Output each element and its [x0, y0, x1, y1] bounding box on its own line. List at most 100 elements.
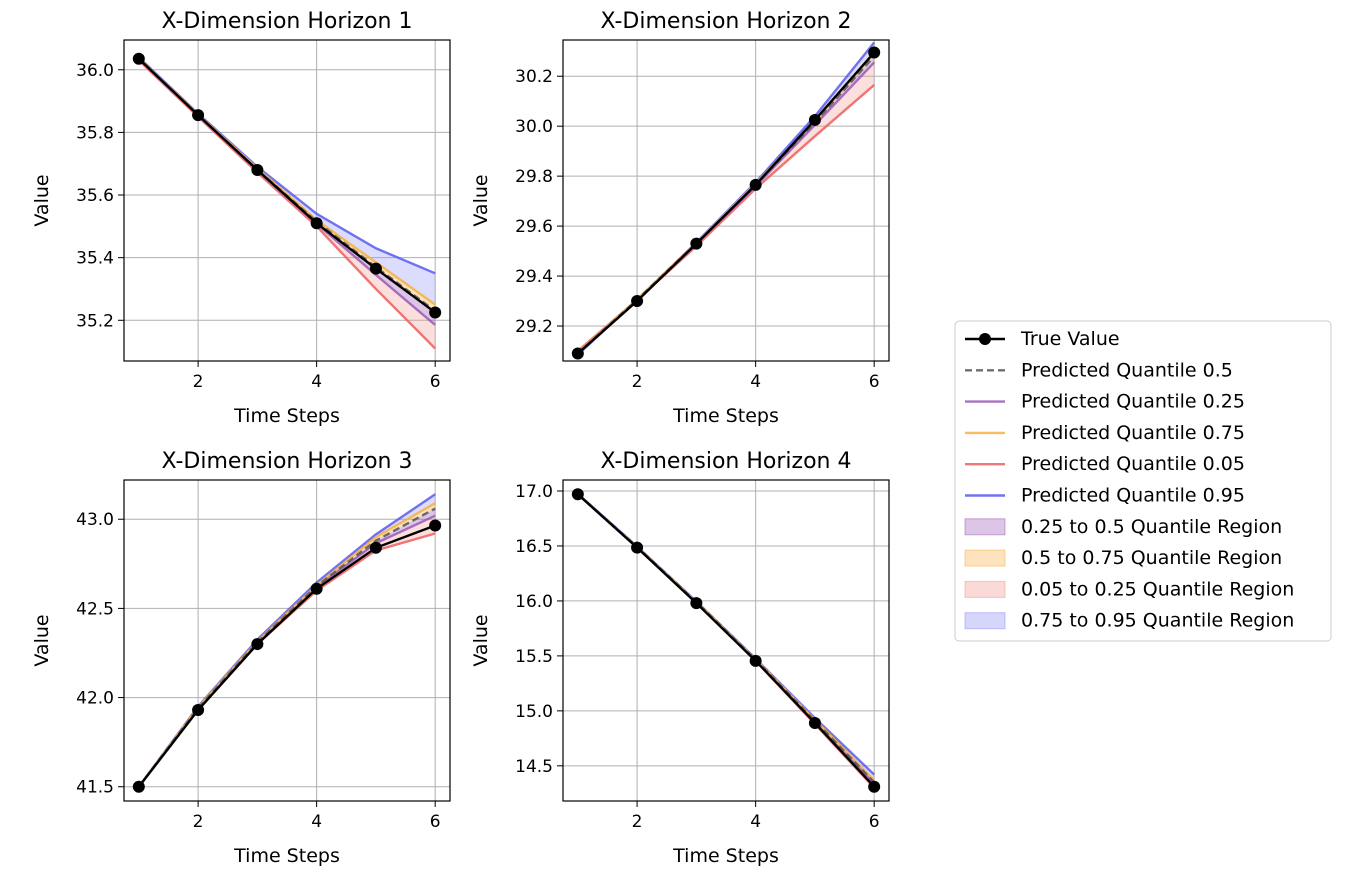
y-tick-label: 15.5 [515, 647, 553, 667]
plot-area [577, 492, 876, 789]
legend-item: Predicted Quantile 0.95 [965, 485, 1245, 507]
x-tick-label: 4 [311, 812, 322, 832]
y-tick-label: 30.2 [515, 67, 553, 87]
y-tick-label: 29.2 [515, 317, 553, 337]
legend-label: Predicted Quantile 0.5 [1021, 359, 1233, 381]
legend-item: 0.75 to 0.95 Quantile Region [964, 610, 1294, 632]
true-value-point [251, 163, 264, 176]
x-tick-label: 6 [430, 372, 441, 392]
true-value-point [571, 347, 584, 360]
true-value-point [132, 52, 145, 65]
x-axis-label: Time Steps [233, 845, 340, 867]
chart-panel-1: 2 4 6 35.2 35.4 35.6 35.8 36.0 X-Dimension Horiz… [31, 9, 451, 427]
y-axis-label: Value [31, 614, 53, 666]
chart-panel-3: 2 4 6 41.5 42.0 42.5 43.0 X-Dimension Horizon 3… [31, 449, 451, 867]
true-value-point [369, 262, 382, 275]
plot-area [137, 56, 437, 350]
x-tick-label: 6 [430, 812, 441, 832]
x-tick-label: 4 [750, 812, 761, 832]
quantile-line [577, 493, 876, 789]
true-value-line [137, 524, 436, 788]
quantile-line [137, 56, 436, 275]
y-tick-label: 29.8 [515, 167, 553, 187]
y-tick-label: 29.6 [515, 217, 553, 237]
x-tick-label: 2 [193, 812, 204, 832]
axes-frame [562, 39, 890, 362]
true-value-line [137, 57, 436, 314]
x-tick-label: 2 [632, 812, 643, 832]
true-value-point [749, 178, 762, 191]
y-tick-label: 42.0 [76, 689, 114, 709]
legend-item: Predicted Quantile 0.75 [965, 422, 1245, 444]
chart-title: X-Dimension Horizon 4 [601, 449, 852, 474]
chart-title: X-Dimension Horizon 2 [601, 9, 852, 34]
y-tick-label: 14.5 [515, 757, 553, 777]
true-value-point [429, 519, 442, 532]
legend-item: Predicted Quantile 0.5 [965, 359, 1233, 381]
legend-item: 0.25 to 0.5 Quantile Region [964, 516, 1282, 538]
legend-item: Predicted Quantile 0.25 [965, 391, 1245, 413]
quantile-region [138, 515, 436, 787]
quantile-line [577, 84, 875, 352]
quantile-region [138, 57, 436, 305]
legend-label: 0.5 to 0.75 Quantile Region [1021, 547, 1282, 569]
true-value-point [690, 597, 703, 610]
legend-label: Predicted Quantile 0.75 [1021, 422, 1245, 444]
axes-frame [562, 479, 890, 802]
true-value-point [749, 654, 762, 667]
legend-swatch [964, 580, 1006, 598]
y-tick-label: 35.8 [76, 123, 114, 143]
y-tick-label: 35.2 [76, 311, 114, 331]
x-axis-label: Time Steps [672, 845, 779, 867]
legend-label: True Value [1020, 328, 1120, 350]
true-value-point [429, 306, 442, 319]
chart-panel-2: 2 4 6 29.2 29.4 29.6 29.8 30.0 30.2 X-Dimension H… [470, 9, 890, 427]
true-value-point [251, 638, 264, 651]
true-value-point [631, 541, 644, 554]
y-tick-label: 17.0 [515, 482, 553, 502]
quantile-region [138, 58, 436, 311]
quantile-line [137, 59, 437, 350]
true-value-point [571, 488, 584, 501]
x-tick-label: 6 [869, 812, 880, 832]
y-axis-label: Value [470, 614, 492, 666]
y-tick-label: 15.0 [515, 702, 553, 722]
true-value-point [192, 704, 205, 717]
x-tick-label: 4 [311, 372, 322, 392]
y-tick-label: 16.5 [515, 537, 553, 557]
x-tick-label: 6 [869, 372, 880, 392]
legend-item: 0.05 to 0.25 Quantile Region [964, 578, 1294, 600]
legend-swatch [964, 518, 1006, 536]
true-value-point [369, 541, 382, 554]
quantile-region [577, 494, 875, 788]
quantile-line [137, 507, 436, 788]
legend-item: 0.5 to 0.75 Quantile Region [964, 547, 1282, 569]
axes-frame [123, 39, 451, 362]
legend-label: 0.25 to 0.5 Quantile Region [1021, 516, 1282, 538]
true-value-line [577, 51, 876, 355]
legend-box [954, 320, 1332, 642]
true-value-point [868, 780, 881, 793]
legend-label: Predicted Quantile 0.25 [1021, 391, 1245, 413]
legend: True Value Predicted Quantile 0.5 Predicte… [954, 320, 1332, 642]
legend-swatch [964, 549, 1006, 567]
y-tick-label: 35.4 [76, 249, 114, 269]
x-tick-label: 2 [193, 372, 204, 392]
x-tick-label: 2 [632, 372, 643, 392]
true-value-point [868, 46, 881, 59]
true-value-point [808, 716, 821, 729]
legend-label: Predicted Quantile 0.05 [1021, 453, 1245, 475]
y-tick-label: 30.0 [515, 117, 553, 137]
true-value-point [631, 295, 644, 308]
true-value-point [808, 113, 821, 126]
true-value-point [192, 109, 205, 122]
y-axis-label: Value [31, 174, 53, 226]
legend-label: Predicted Quantile 0.95 [1021, 485, 1245, 507]
y-tick-label: 35.6 [76, 186, 114, 206]
true-value-point [310, 217, 323, 230]
y-tick-label: 43.0 [76, 510, 114, 530]
axes-frame [123, 479, 451, 802]
legend-label: 0.05 to 0.25 Quantile Region [1021, 578, 1294, 600]
quantile-region [138, 508, 436, 787]
